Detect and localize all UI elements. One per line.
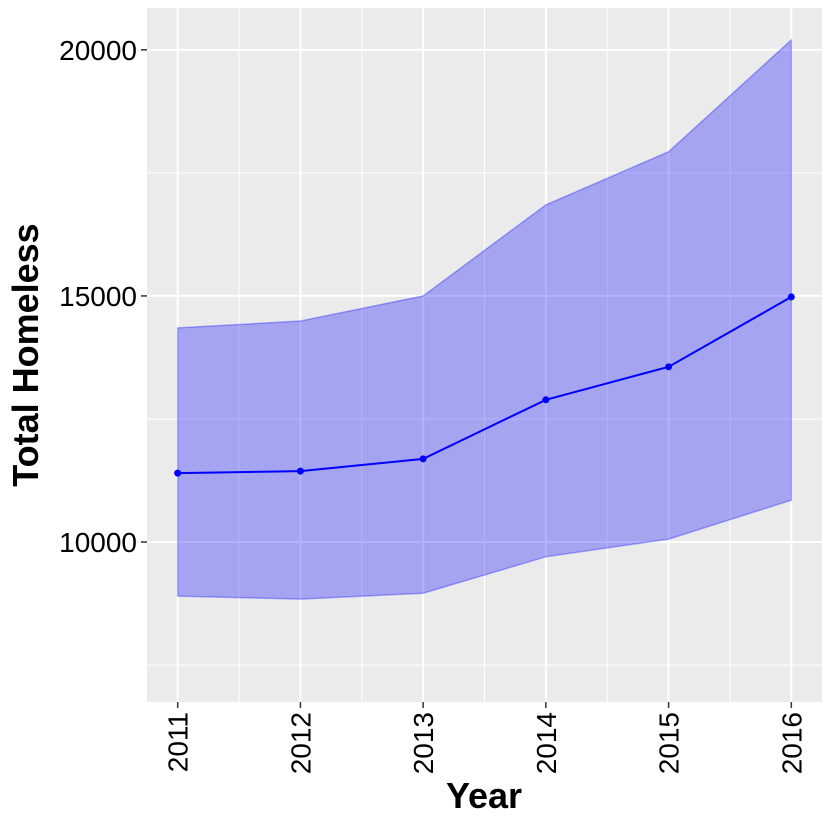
x-axis-label: Year: [446, 775, 522, 816]
point: [174, 469, 182, 477]
line: [177, 296, 792, 475]
y-axis-label: Total Homeless: [5, 223, 46, 486]
x-tick-label: 2015: [654, 712, 685, 774]
y-tick-label: 20000: [59, 35, 137, 66]
point: [296, 467, 304, 475]
point: [787, 293, 795, 301]
y-tick-label: 15000: [59, 281, 137, 312]
x-tick-label: 2011: [163, 712, 194, 772]
point: [542, 396, 550, 404]
confidence-band: [176, 38, 793, 600]
y-tick-label: 10000: [59, 527, 137, 558]
point: [419, 455, 427, 463]
x-tick-label: 2014: [531, 712, 562, 774]
x-tick-label: 2012: [285, 712, 316, 774]
x-tick-label: 2013: [408, 712, 439, 774]
x-tick-label: 2016: [776, 712, 807, 774]
point: [665, 363, 673, 371]
